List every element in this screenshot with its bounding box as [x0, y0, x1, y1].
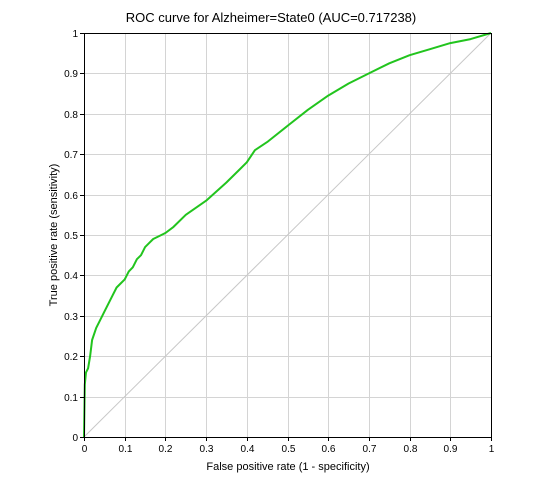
x-tick-label: 0.2 — [159, 444, 173, 455]
y-axis-label: True positive rate (sensitivity) — [48, 164, 60, 307]
y-tick-label: 0.6 — [64, 191, 78, 202]
y-tick-label: 1 — [72, 29, 78, 40]
x-tick-label: 0.8 — [404, 444, 418, 455]
y-ticks: 0 0.1 0.2 0.3 0.4 0.5 0.6 0.7 0.8 0.9 1 — [64, 29, 84, 444]
y-tick-label: 0.5 — [64, 231, 78, 242]
y-tick-label: 0 — [72, 433, 78, 444]
x-tick-label: 0.1 — [119, 444, 133, 455]
x-ticks: 0 0.1 0.2 0.3 0.4 0.5 0.6 0.7 0.8 0.9 1 — [82, 437, 495, 455]
x-tick-label: 0.3 — [200, 444, 214, 455]
chart-title: ROC curve for Alzheimer=State0 (AUC=0.71… — [126, 10, 416, 25]
diagonal-reference-line — [83, 32, 492, 438]
x-tick-label: 1 — [489, 444, 495, 455]
y-tick-label: 0.4 — [64, 271, 78, 282]
reference-diagonal — [83, 32, 492, 438]
roc-curve-line — [83, 32, 492, 438]
y-tick-label: 0.1 — [64, 393, 78, 404]
y-tick-label: 0.3 — [64, 312, 78, 323]
x-tick-label: 0.7 — [363, 444, 377, 455]
y-tick-label: 0.7 — [64, 150, 78, 161]
x-tick-label: 0.9 — [444, 444, 458, 455]
y-tick-label: 0.2 — [64, 352, 78, 363]
x-tick-label: 0 — [82, 444, 88, 455]
y-tick-label: 0.9 — [64, 69, 78, 80]
x-tick-label: 0.4 — [241, 444, 255, 455]
x-tick-label: 0.5 — [282, 444, 296, 455]
series-lines — [83, 32, 492, 438]
x-axis-label: False positive rate (1 - specificity) — [206, 461, 369, 473]
x-tick-label: 0.6 — [322, 444, 336, 455]
y-tick-label: 0.8 — [64, 110, 78, 121]
